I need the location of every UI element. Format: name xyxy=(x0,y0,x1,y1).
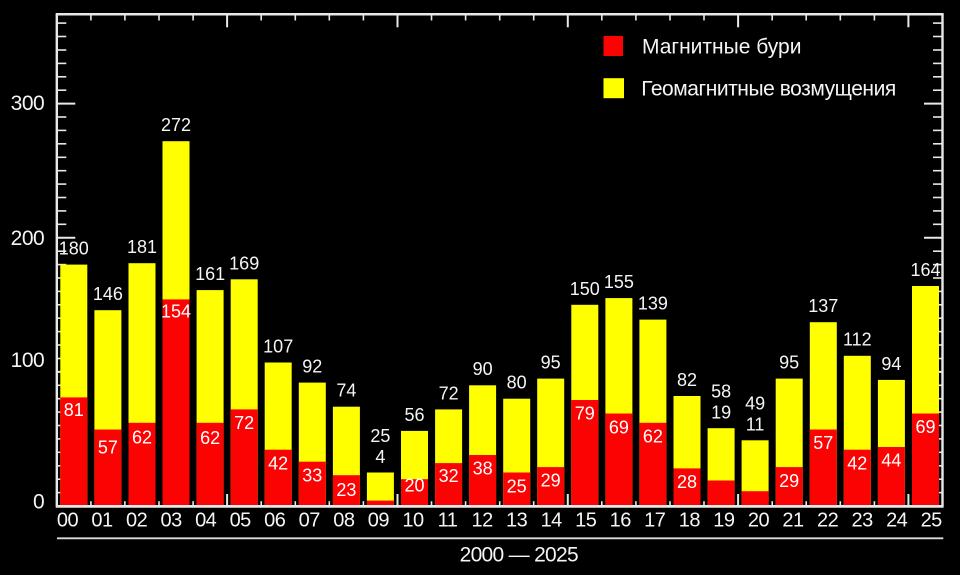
svg-text:81: 81 xyxy=(64,400,84,420)
svg-text:95: 95 xyxy=(541,353,561,373)
svg-text:09: 09 xyxy=(368,510,390,532)
svg-text:11: 11 xyxy=(746,415,765,435)
svg-text:200: 200 xyxy=(11,227,45,250)
svg-text:03: 03 xyxy=(160,510,182,532)
svg-text:62: 62 xyxy=(132,428,152,448)
svg-text:4: 4 xyxy=(375,447,385,467)
svg-text:Магнитные бури: Магнитные бури xyxy=(642,35,801,58)
svg-text:33: 33 xyxy=(302,465,322,485)
svg-text:23: 23 xyxy=(851,510,873,532)
svg-text:69: 69 xyxy=(609,417,629,437)
svg-text:146: 146 xyxy=(93,284,123,304)
svg-text:06: 06 xyxy=(264,510,286,532)
svg-text:137: 137 xyxy=(808,296,838,316)
svg-text:11: 11 xyxy=(438,510,458,532)
svg-text:20: 20 xyxy=(748,510,770,532)
svg-text:95: 95 xyxy=(779,353,799,373)
svg-text:94: 94 xyxy=(881,354,901,374)
svg-text:23: 23 xyxy=(336,480,356,500)
svg-text:18: 18 xyxy=(679,510,701,532)
svg-text:79: 79 xyxy=(575,404,595,424)
svg-text:13: 13 xyxy=(506,510,528,532)
svg-text:2000 — 2025: 2000 — 2025 xyxy=(460,544,578,567)
svg-text:100: 100 xyxy=(11,349,45,372)
svg-text:14: 14 xyxy=(541,510,563,532)
svg-text:90: 90 xyxy=(473,359,493,379)
svg-text:12: 12 xyxy=(471,510,493,532)
svg-text:22: 22 xyxy=(817,510,839,532)
svg-text:01: 01 xyxy=(91,510,113,532)
svg-text:161: 161 xyxy=(195,264,225,284)
svg-text:17: 17 xyxy=(644,510,666,532)
svg-text:00: 00 xyxy=(57,510,79,532)
svg-text:24: 24 xyxy=(886,510,908,532)
svg-text:82: 82 xyxy=(677,370,697,390)
svg-text:20: 20 xyxy=(404,475,424,495)
svg-text:72: 72 xyxy=(439,383,459,403)
svg-text:139: 139 xyxy=(638,294,668,314)
svg-text:58: 58 xyxy=(711,382,731,402)
svg-text:21: 21 xyxy=(782,510,804,532)
svg-text:72: 72 xyxy=(234,413,254,433)
svg-text:57: 57 xyxy=(98,437,118,457)
svg-text:112: 112 xyxy=(843,330,872,350)
svg-text:69: 69 xyxy=(915,417,935,437)
svg-text:19: 19 xyxy=(713,510,735,532)
svg-text:42: 42 xyxy=(847,453,867,473)
svg-text:56: 56 xyxy=(404,405,424,425)
svg-text:74: 74 xyxy=(336,381,356,401)
svg-text:38: 38 xyxy=(473,458,493,478)
svg-text:05: 05 xyxy=(230,510,252,532)
svg-text:80: 80 xyxy=(507,373,527,393)
svg-text:19: 19 xyxy=(711,403,731,423)
svg-text:29: 29 xyxy=(541,471,561,491)
svg-text:16: 16 xyxy=(610,510,632,532)
svg-text:Геомагнитные возмущения: Геомагнитные возмущения xyxy=(641,78,896,101)
svg-text:300: 300 xyxy=(11,92,45,115)
svg-text:62: 62 xyxy=(643,427,663,447)
svg-text:25: 25 xyxy=(921,510,943,532)
svg-text:181: 181 xyxy=(127,237,157,257)
svg-text:107: 107 xyxy=(263,336,293,356)
svg-text:28: 28 xyxy=(677,472,697,492)
svg-text:02: 02 xyxy=(126,510,148,532)
svg-text:92: 92 xyxy=(302,357,322,377)
svg-text:08: 08 xyxy=(333,510,355,532)
svg-text:44: 44 xyxy=(881,451,901,471)
svg-text:15: 15 xyxy=(575,510,597,532)
svg-text:25: 25 xyxy=(370,426,390,446)
svg-text:49: 49 xyxy=(745,394,765,414)
svg-text:10: 10 xyxy=(402,510,424,532)
svg-text:0: 0 xyxy=(33,491,44,514)
svg-text:42: 42 xyxy=(268,453,288,473)
svg-text:154: 154 xyxy=(161,301,191,321)
svg-text:25: 25 xyxy=(507,476,527,496)
svg-text:32: 32 xyxy=(439,466,459,486)
svg-text:155: 155 xyxy=(604,272,634,292)
svg-text:272: 272 xyxy=(161,115,191,135)
svg-text:57: 57 xyxy=(813,433,833,453)
svg-text:180: 180 xyxy=(59,239,89,259)
svg-text:29: 29 xyxy=(779,471,799,491)
svg-text:04: 04 xyxy=(195,510,217,532)
svg-text:150: 150 xyxy=(570,279,600,299)
svg-text:62: 62 xyxy=(200,428,220,448)
svg-text:07: 07 xyxy=(299,510,321,532)
svg-text:169: 169 xyxy=(229,253,259,273)
svg-text:164: 164 xyxy=(910,260,940,280)
